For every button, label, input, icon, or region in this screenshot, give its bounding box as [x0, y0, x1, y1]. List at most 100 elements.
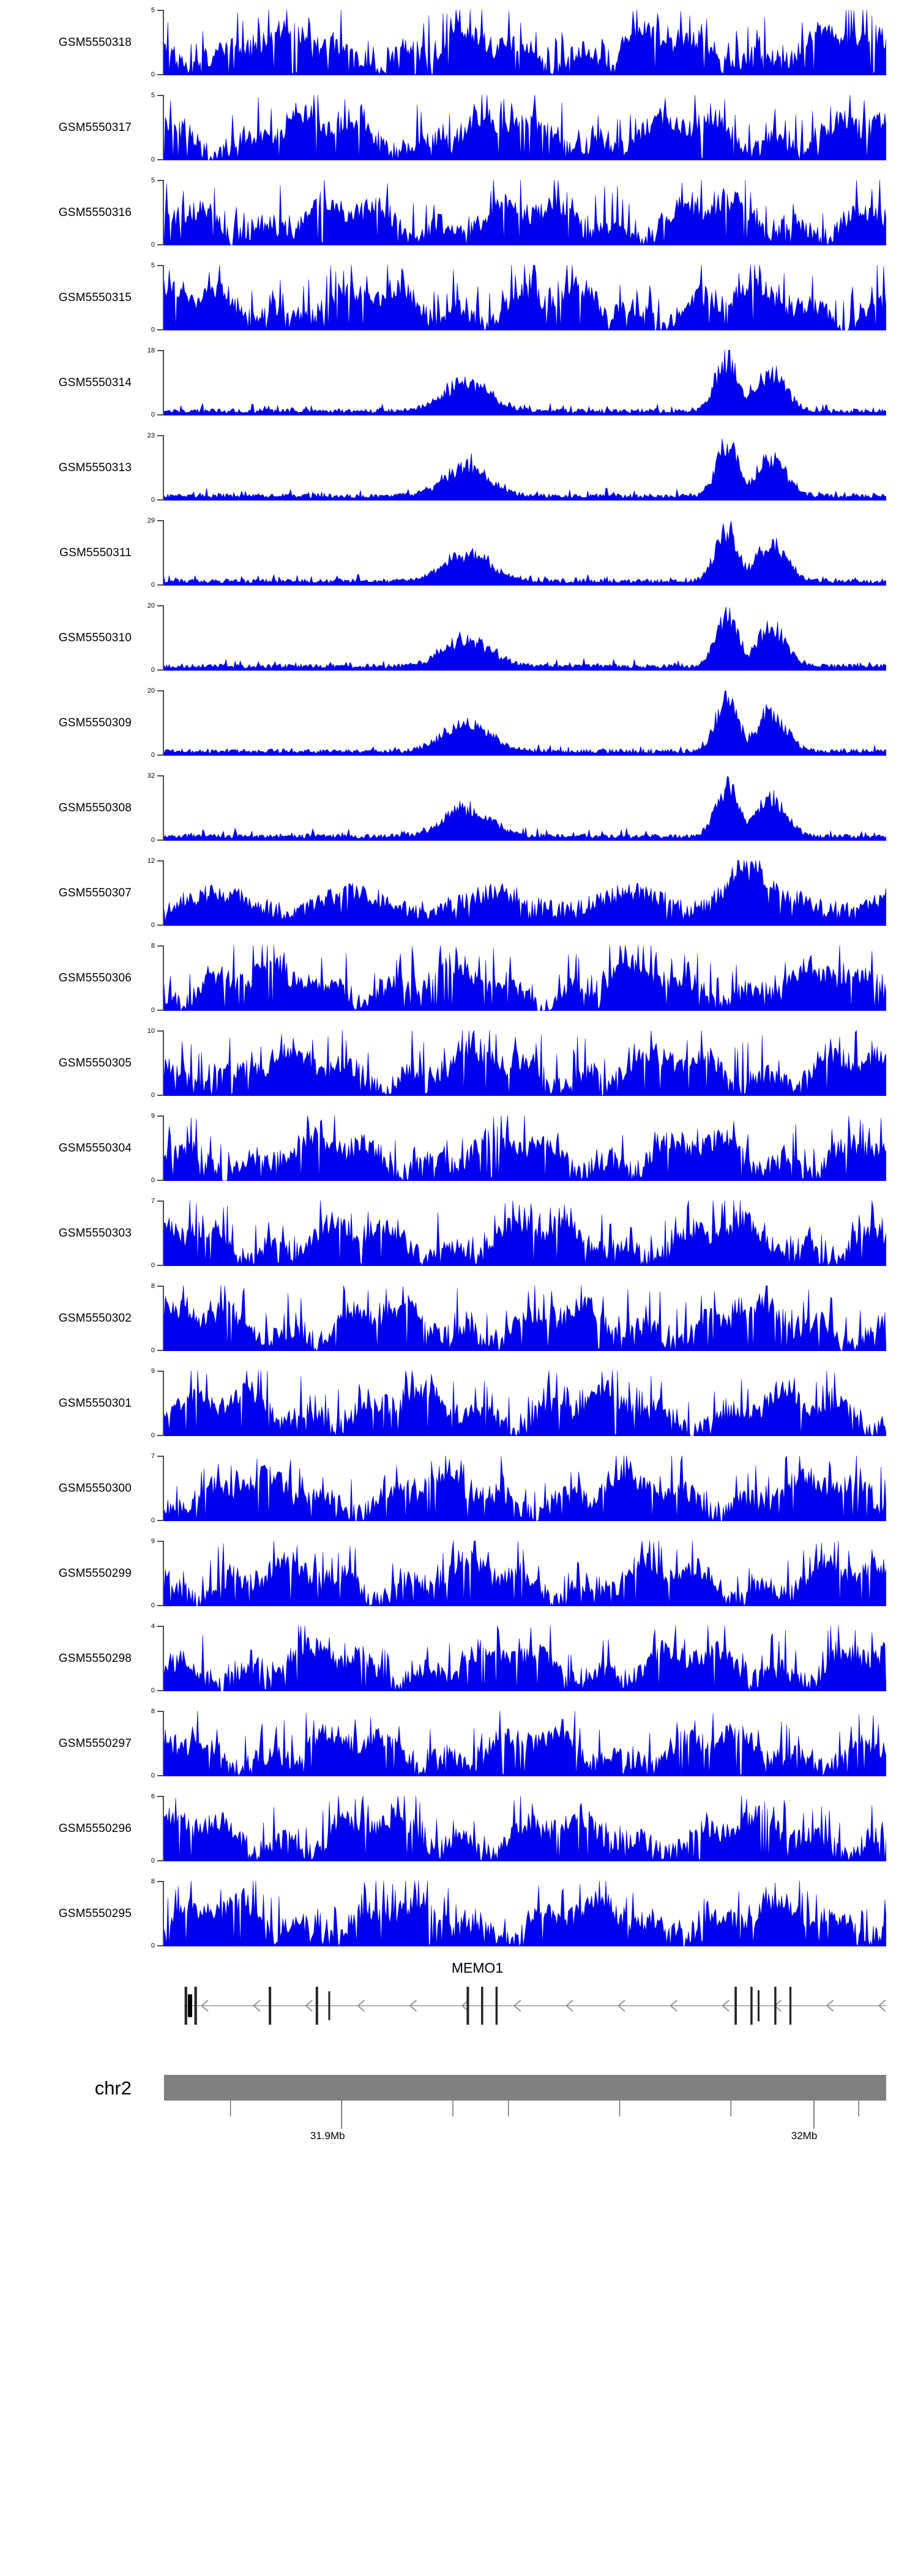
- y-axis-tick-max: [157, 265, 164, 266]
- y-axis-tick-max: [157, 1371, 164, 1372]
- y-axis-min-label: 0: [151, 1517, 155, 1524]
- y-axis-tick-max: [157, 435, 164, 436]
- y-axis-line: [163, 520, 164, 586]
- y-axis-min-label: 0: [151, 921, 155, 929]
- gene-track-title: MEMO1: [0, 1960, 918, 1976]
- y-axis-max-label: 20: [147, 687, 155, 694]
- y-axis-tick-max: [157, 1201, 164, 1202]
- track-label-GSM5550311: GSM5550311: [59, 546, 132, 559]
- coverage-plot[interactable]: [164, 265, 886, 330]
- y-axis-min-label: 0: [151, 1432, 155, 1439]
- y-axis-min-label: 0: [151, 581, 155, 589]
- y-axis-max-label: 9: [151, 1368, 155, 1375]
- y-axis-tick-min: [157, 1265, 164, 1266]
- gene-name-label: MEMO1: [451, 1960, 504, 1976]
- track-label-GSM5550298: GSM5550298: [58, 1651, 132, 1665]
- y-axis-line: [163, 1711, 164, 1776]
- track-label-GSM5550299: GSM5550299: [58, 1566, 132, 1580]
- y-axis-max-label: 7: [151, 1197, 155, 1205]
- coverage-plot[interactable]: [164, 1796, 886, 1861]
- y-axis-tick-min: [157, 1010, 164, 1011]
- coverage-plot[interactable]: [164, 1115, 886, 1181]
- coverage-plot[interactable]: [164, 1371, 886, 1436]
- coverage-plot[interactable]: [164, 860, 886, 926]
- coverage-track: GSM5550296 6 0: [0, 1786, 918, 1871]
- y-axis-line: [163, 265, 164, 330]
- y-axis-line: [163, 350, 164, 415]
- y-axis: 23 0: [147, 433, 164, 504]
- coverage-plot[interactable]: [164, 1881, 886, 1946]
- coverage-track: GSM5550302 8 0: [0, 1276, 918, 1361]
- coverage-plot[interactable]: [164, 945, 886, 1011]
- coverage-track: GSM5550295 8 0: [0, 1871, 918, 1956]
- y-axis-max-label: 8: [151, 942, 155, 950]
- y-axis-max-label: 5: [151, 92, 155, 99]
- y-axis: 32 0: [147, 773, 164, 844]
- track-label-GSM5550295: GSM5550295: [58, 1907, 132, 1920]
- chromosome-label: chr2: [94, 2077, 132, 2099]
- coverage-plot[interactable]: [164, 10, 886, 75]
- track-label-GSM5550317: GSM5550317: [58, 121, 132, 134]
- y-axis-min-label: 0: [151, 1857, 155, 1864]
- coverage-track: GSM5550297 8 0: [0, 1701, 918, 1786]
- coverage-plot[interactable]: [164, 775, 886, 841]
- track-label-GSM5550306: GSM5550306: [58, 971, 132, 985]
- y-axis-tick-min: [157, 1690, 164, 1691]
- y-axis-max-label: 9: [151, 1112, 155, 1120]
- coverage-track: GSM5550314 18 0: [0, 340, 918, 425]
- coverage-plot[interactable]: [164, 690, 886, 756]
- coverage-plot[interactable]: [164, 605, 886, 671]
- y-axis-max-label: 8: [151, 1282, 155, 1290]
- coverage-plot[interactable]: [164, 1711, 886, 1776]
- coverage-plot[interactable]: [164, 1030, 886, 1096]
- coverage-plot[interactable]: [164, 520, 886, 586]
- y-axis: 10 0: [147, 1028, 164, 1099]
- y-axis-tick-min: [157, 499, 164, 501]
- coverage-plot[interactable]: [164, 350, 886, 415]
- y-axis-max-label: 6: [151, 1793, 155, 1800]
- coverage-plot[interactable]: [164, 1626, 886, 1691]
- y-axis-max-label: 5: [151, 7, 155, 14]
- coverage-plot[interactable]: [164, 95, 886, 160]
- y-axis-tick-max: [157, 1286, 164, 1287]
- y-axis-min-label: 0: [151, 496, 155, 504]
- coverage-track: GSM5550311 29 0: [0, 510, 918, 595]
- y-axis-line: [163, 1201, 164, 1266]
- y-axis-line: [163, 690, 164, 756]
- y-axis-min-label: 0: [151, 1347, 155, 1354]
- coverage-plot[interactable]: [164, 435, 886, 501]
- ideogram-bar[interactable]: [164, 2075, 886, 2101]
- track-label-GSM5550303: GSM5550303: [58, 1226, 132, 1240]
- y-axis-min-label: 0: [151, 1772, 155, 1779]
- y-axis-tick-min: [157, 1350, 164, 1351]
- y-axis-max-label: 4: [151, 1623, 155, 1630]
- coverage-plot[interactable]: [164, 1541, 886, 1606]
- y-axis-min-label: 0: [151, 1262, 155, 1269]
- y-axis-min-label: 0: [151, 241, 155, 248]
- track-label-GSM5550297: GSM5550297: [58, 1737, 132, 1750]
- y-axis-line: [163, 1115, 164, 1181]
- y-axis-max-label: 20: [147, 602, 155, 609]
- y-axis-tick-max: [157, 860, 164, 862]
- gene-annotation-track: MEMO1: [0, 1956, 918, 2066]
- y-axis-tick-min: [157, 1860, 164, 1861]
- coverage-plot[interactable]: [164, 180, 886, 245]
- track-label-GSM5550300: GSM5550300: [58, 1481, 132, 1495]
- coverage-plot[interactable]: [164, 1456, 886, 1521]
- coverage-plot[interactable]: [164, 1201, 886, 1266]
- track-label-GSM5550304: GSM5550304: [58, 1141, 132, 1155]
- coverage-plot[interactable]: [164, 1286, 886, 1351]
- track-label-GSM5550307: GSM5550307: [58, 886, 132, 899]
- y-axis-max-label: 23: [147, 432, 155, 439]
- coverage-track: GSM5550301 9 0: [0, 1361, 918, 1446]
- gene-model-graphic: [164, 1983, 886, 2028]
